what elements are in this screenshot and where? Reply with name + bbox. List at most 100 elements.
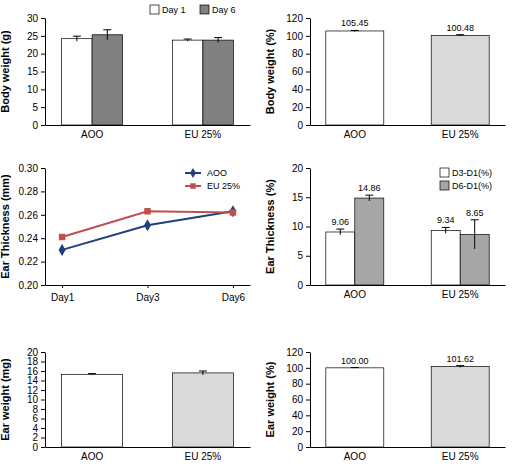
bar: [326, 31, 384, 125]
y-tick-label: 8: [32, 404, 38, 415]
data-label: 105.45: [341, 18, 369, 28]
x-tick-label: AOO: [344, 129, 366, 140]
legend-item: AOO: [185, 168, 227, 178]
y-tick: 20: [292, 163, 310, 174]
y-tick: 6: [32, 413, 45, 424]
x-tick: Day6: [222, 285, 246, 303]
error-bar-cap: [365, 195, 373, 196]
y-tick-label: 20: [292, 163, 304, 174]
y-tick-mark: [41, 72, 45, 73]
x-tick: AOO: [344, 447, 366, 462]
y-axis-line: [310, 353, 311, 448]
x-axis: AOOEU 25%: [311, 447, 506, 462]
y-tick: 20: [292, 426, 310, 437]
y-tick-label: 0.28: [19, 186, 39, 197]
bar: [172, 40, 202, 125]
y-axis: 02468101214161820: [27, 347, 46, 453]
error-bar-stem: [107, 30, 108, 40]
y-tick-mark: [41, 54, 45, 55]
x-axis-line: [311, 447, 506, 448]
plot-marks: [59, 205, 237, 256]
x-axis: Day1Day3Day6: [46, 285, 251, 303]
y-tick-mark: [41, 89, 45, 90]
legend-swatch: [200, 5, 209, 14]
y-tick-label: 20: [27, 48, 39, 59]
y-tick-mark: [306, 107, 310, 108]
y-tick: 12: [27, 385, 45, 396]
x-axis-line: [311, 125, 506, 126]
error-bar-cap: [199, 371, 207, 372]
y-tick-mark: [306, 384, 310, 385]
y-tick-mark: [306, 447, 310, 448]
legend-item: Day 6: [200, 5, 236, 15]
y-tick: 30: [27, 13, 45, 24]
x-axis-line: [46, 447, 251, 448]
x-tick-mark: [233, 285, 234, 288]
legend-label: Day 1: [162, 5, 186, 15]
legend-label: D6-D1(%): [452, 181, 492, 191]
x-axis: AOO EU 25%: [46, 447, 251, 462]
y-tick: 120: [286, 347, 310, 358]
x-tick: AOO: [81, 447, 103, 462]
error-bar: [456, 366, 464, 368]
y-tick-mark: [41, 400, 45, 401]
error-bar: [199, 371, 207, 375]
error-bar: [73, 36, 81, 41]
y-tick-label: 0: [32, 442, 38, 453]
y-tick-mark: [41, 262, 45, 263]
error-bar-cap: [73, 36, 81, 37]
legend-label: AOO: [207, 168, 227, 178]
y-tick-mark: [41, 18, 45, 19]
y-tick-label: 5: [297, 250, 303, 261]
legend-swatch: [440, 168, 449, 177]
error-bar: [184, 39, 192, 41]
y-tick-label: 20: [292, 426, 304, 437]
y-tick: 100: [286, 363, 310, 374]
y-tick: 5: [32, 102, 45, 113]
y-tick: 8: [32, 404, 45, 415]
y-tick-mark: [41, 168, 45, 169]
y-tick-mark: [41, 371, 45, 372]
legend: D3-D1(%)D6-D1(%): [440, 168, 492, 191]
series-point: [144, 208, 150, 214]
bar: [92, 35, 122, 125]
y-tick-mark: [306, 431, 310, 432]
x-tick: EU 25%: [442, 285, 479, 300]
y-tick-label: 0: [297, 120, 303, 131]
panel: 051015202530AOOEU 25%Body weight (g)Day …: [0, 5, 251, 140]
y-axis: 0.200.220.240.260.280.30: [19, 163, 46, 291]
y-tick: 20: [27, 347, 45, 358]
legend-label: Day 6: [212, 5, 236, 15]
error-bar: [442, 227, 450, 233]
y-tick-label: 12: [27, 385, 39, 396]
y-tick: 4: [32, 423, 45, 434]
y-tick: 40: [292, 410, 310, 421]
error-bar-cap: [351, 30, 359, 31]
plot-marks: [62, 30, 234, 125]
data-label: 9.06: [332, 217, 350, 227]
error-bar: [336, 229, 344, 235]
y-tick: 0.24: [19, 233, 45, 244]
y-tick-mark: [41, 419, 45, 420]
x-tick-label: EU 25%: [185, 451, 222, 462]
y-tick: 5: [297, 250, 310, 261]
y-tick-mark: [41, 215, 45, 216]
error-bar-cap: [456, 34, 464, 35]
x-tick-mark: [62, 285, 63, 288]
y-tick-mark: [306, 18, 310, 19]
y-axis-title: Ear weight (mg): [0, 358, 11, 441]
y-axis-title: Body weight (%): [264, 28, 276, 114]
y-tick-label: 10: [27, 84, 39, 95]
y-tick-label: 15: [27, 66, 39, 77]
data-label: 9.34: [437, 215, 455, 225]
y-axis-line: [45, 353, 46, 448]
y-tick-label: 15: [292, 192, 304, 203]
error-bar-cap: [456, 365, 464, 366]
x-axis: AOOEU 25%: [311, 285, 506, 300]
y-axis-line: [45, 169, 46, 286]
y-tick-label: 10: [27, 394, 39, 405]
y-tick-mark: [306, 89, 310, 90]
legend-item: EU 25%: [185, 181, 240, 191]
legend-label: EU 25%: [207, 181, 240, 191]
error-bar: [103, 30, 111, 40]
